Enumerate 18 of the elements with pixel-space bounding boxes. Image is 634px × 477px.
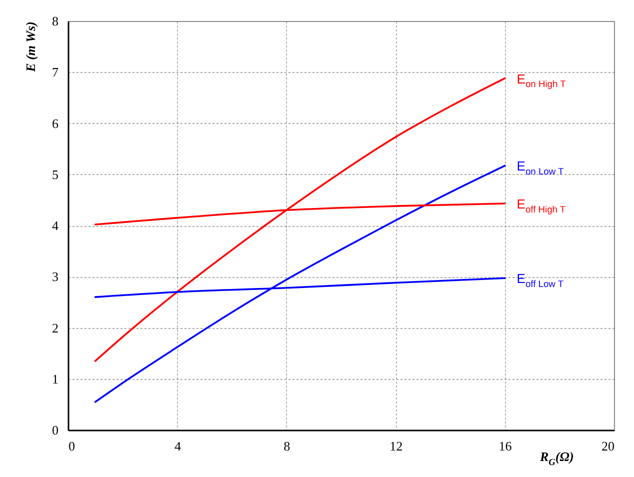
x-tick-label: 0 bbox=[68, 438, 75, 454]
y-tick-label: 3 bbox=[52, 269, 58, 284]
y-axis-title: E (m Ws) bbox=[23, 22, 38, 73]
x-tick-label: 8 bbox=[284, 438, 290, 454]
y-tick-label: 8 bbox=[52, 14, 58, 28]
line-series bbox=[94, 164, 506, 403]
line-series bbox=[94, 77, 506, 362]
y-tick-label: 7 bbox=[52, 64, 59, 80]
x-tick-label: 12 bbox=[390, 438, 403, 454]
y-tick-label: 4 bbox=[52, 218, 59, 233]
y-tick-label: 1 bbox=[52, 371, 58, 386]
x-tick-label: 20 bbox=[602, 438, 614, 454]
y-tick-label: 5 bbox=[52, 166, 58, 182]
y-tick-label: 0 bbox=[52, 422, 58, 438]
y-tick-label: 2 bbox=[52, 320, 58, 336]
x-tick-label: 16 bbox=[498, 438, 512, 454]
x-tick-label: 4 bbox=[174, 438, 182, 454]
y-tick-label: 6 bbox=[52, 116, 59, 131]
